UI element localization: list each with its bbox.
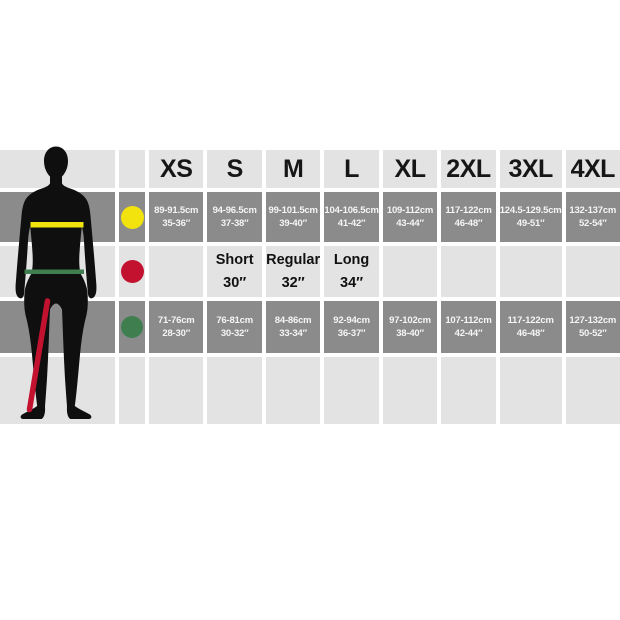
bottom-band [119,357,145,424]
bottom-band [324,357,379,424]
bottom-band [441,357,496,424]
bottom-band [207,357,262,424]
chest-cell: 117-122cm 46-48″ [441,192,496,242]
chest-cell: 89-91.5cm 35-36″ [149,192,204,242]
chest-cell: 132-137cm 52-54″ [565,192,620,242]
waist-cell: 76-81cm 30-32″ [207,301,262,353]
chest-cell: 99-101.5cm 39-40″ [265,192,321,242]
inside-leg-marker-dot [120,260,144,283]
waist-cell: 97-102cm 38-40″ [382,301,438,353]
waist-cell: 71-76cm 28-30″ [149,301,204,353]
bottom-band [265,357,321,424]
size-header-l: L [324,150,379,188]
size-header-m: M [265,150,321,188]
chest-cell: 104-106.5cm 41-42″ [324,192,379,242]
chest-marker-dot [120,205,144,229]
inside-leg-marker-cell [119,246,145,297]
bottom-band [382,357,438,424]
inside-leg-cell [149,246,204,297]
inside-leg-cell [382,246,438,297]
chest-cell: 94-96.5cm 37-38″ [207,192,262,242]
figure-column-waist-band [0,301,115,353]
inside-leg-cell [499,246,562,297]
waist-cell: 84-86cm 33-34″ [265,301,321,353]
inside-leg-cell: Long 34″ [324,246,379,297]
chest-measure-line [30,222,84,228]
chest-cell: 109-112cm 43-44″ [382,192,438,242]
inside-leg-measure-line [26,298,51,413]
size-header-3xl: 3XL [499,150,562,188]
bottom-band [0,357,115,424]
bottom-band [565,357,620,424]
size-header-4xl: 4XL [565,150,620,188]
waist-cell: 117-122cm 46-48″ [499,301,562,353]
waist-marker-dot [121,316,143,338]
chest-cell: 124.5-129.5cm 49-51″ [499,192,562,242]
chest-marker-cell [119,192,145,242]
size-header-2xl: 2XL [441,150,496,188]
human-silhouette [15,146,97,419]
waist-cell: 92-94cm 36-37″ [324,301,379,353]
body-silhouette [15,146,97,419]
inside-leg-cell: Short 30″ [207,246,262,297]
inside-leg-cell [565,246,620,297]
size-header-xl: XL [382,150,438,188]
waist-measure-line [24,269,84,274]
waist-cell: 107-112cm 42-44″ [441,301,496,353]
size-table: XS S M L XL 2XL 3XL 4XL 89-91.5cm 35-36″ … [0,150,620,424]
inside-leg-cell [441,246,496,297]
size-header-s: S [207,150,262,188]
waist-cell: 127-132cm 50-52″ [565,301,620,353]
size-header-xs: XS [149,150,204,188]
bottom-band [499,357,562,424]
waist-marker-cell [119,301,145,353]
bottom-band [149,357,204,424]
marker-column-header-band [119,150,145,188]
inside-leg-cell: Regular 32″ [265,246,321,297]
